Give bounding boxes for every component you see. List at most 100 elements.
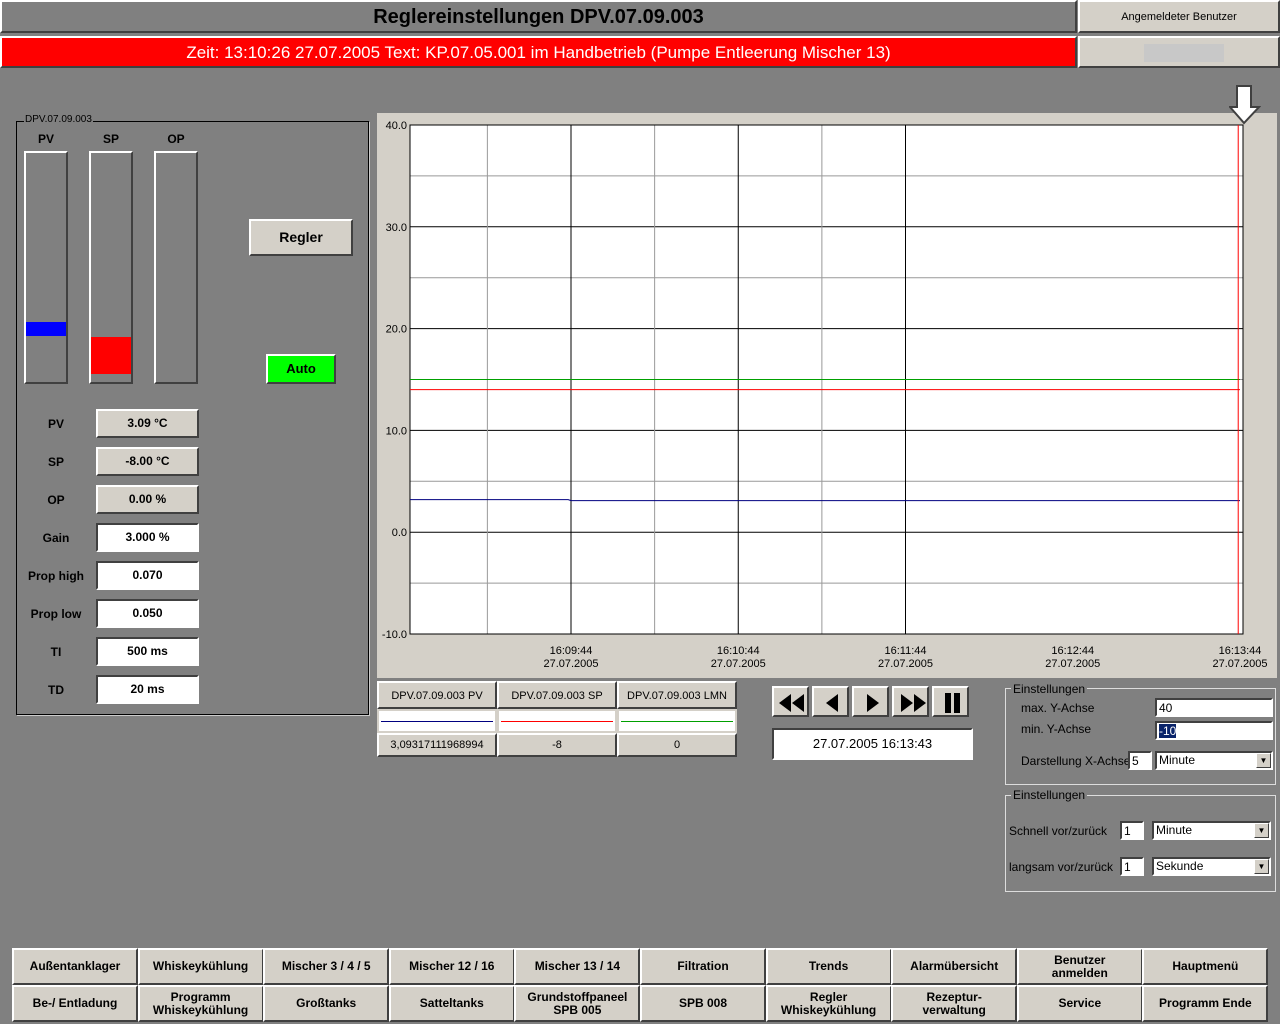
y-tick-label: 0.0: [392, 527, 407, 539]
legend-series-name: DPV.07.09.003 SP: [497, 681, 617, 709]
fast-step-input[interactable]: 1: [1120, 821, 1144, 840]
playback-datetime: 27.07.2005 16:13:43: [772, 728, 973, 760]
step-back-button[interactable]: [812, 686, 849, 717]
user-name-field: [1144, 44, 1224, 62]
regler-button[interactable]: Regler: [249, 219, 353, 256]
field-label-6: TI: [50, 645, 62, 659]
x-tick-date: 27.07.2005: [1212, 658, 1267, 670]
y-tick-label: -10.0: [382, 629, 407, 641]
legend-series-value: -8: [497, 733, 617, 757]
field-value-gain[interactable]: 3.000 %: [96, 523, 199, 552]
x-tick-time: 16:12:44: [1051, 645, 1094, 657]
nav-button-außentanklager[interactable]: Außentanklager: [12, 948, 138, 985]
step-back-icon: [826, 694, 838, 712]
nav-button-programm-whiskeykühlung[interactable]: Programm Whiskeykühlung: [137, 985, 264, 1022]
nav-button-spb-008[interactable]: SPB 008: [640, 985, 766, 1022]
trend-chart-svg: 40.030.020.010.00.0-10.016:09:4427.07.20…: [382, 120, 1268, 670]
fast-forward-button[interactable]: [892, 686, 929, 717]
nav-button-be-entladung[interactable]: Be-/ Entladung: [12, 985, 138, 1022]
field-label-5: Prop low: [30, 607, 82, 621]
settings-axis-group: [1005, 688, 1276, 785]
x-tick-time: 16:10:44: [717, 645, 760, 657]
x-axis-unit-value: Minute: [1159, 753, 1196, 767]
nav-button-trends[interactable]: Trends: [765, 948, 892, 985]
pause-icon: [945, 693, 960, 713]
x-axis-label: Darstellung X-Achse: [1021, 754, 1131, 768]
x-tick-date: 27.07.2005: [711, 658, 766, 670]
x-tick-date: 27.07.2005: [1045, 658, 1100, 670]
x-axis-unit-select[interactable]: Minute ▼: [1155, 751, 1273, 770]
min-y-label: min. Y-Achse: [1021, 722, 1092, 736]
sp-bar-label: SP: [102, 132, 119, 146]
field-value-td[interactable]: 20 ms: [96, 675, 199, 704]
legend-series-swatch: [497, 709, 617, 733]
slow-step-input[interactable]: 1: [1120, 857, 1144, 876]
field-value-prop-low[interactable]: 0.050: [96, 599, 199, 628]
field-label-2: OP: [47, 493, 65, 507]
fast-step-unit-select[interactable]: Minute ▼: [1152, 821, 1271, 840]
chevron-down-icon[interactable]: ▼: [1254, 859, 1269, 874]
nav-button-mischer-3-4-5[interactable]: Mischer 3 / 4 / 5: [263, 948, 390, 985]
trend-chart[interactable]: 40.0 30.0 20.0 10.0 0.0 -10.0 16:09:44 27.07.20…: [377, 113, 1277, 678]
field-label-0: PV: [47, 417, 64, 431]
field-value-ti[interactable]: 500 ms: [96, 637, 199, 666]
chevron-down-icon[interactable]: ▼: [1254, 823, 1269, 838]
fast-rewind-icon: [779, 694, 804, 712]
y-tick-label: 10.0: [386, 425, 407, 437]
nav-button-satteltanks[interactable]: Satteltanks: [388, 985, 515, 1022]
settings-axis-title: Einstellungen: [1011, 682, 1088, 696]
user-display: [1078, 36, 1280, 68]
slow-step-unit-select[interactable]: Sekunde ▼: [1152, 857, 1271, 876]
nav-button-benutzer-anmelden[interactable]: Benutzer anmelden: [1016, 948, 1143, 985]
op-bar-label: OP: [167, 132, 185, 146]
legend-series-name: DPV.07.09.003 LMN: [617, 681, 737, 709]
y-tick-label: 40.0: [386, 120, 407, 132]
auto-mode-button[interactable]: Auto: [266, 354, 336, 384]
nav-button-mischer-12-16[interactable]: Mischer 12 / 16: [388, 948, 515, 985]
max-y-label: max. Y-Achse: [1021, 701, 1095, 715]
nav-button-regler-whiskeykühlung[interactable]: Regler Whiskeykühlung: [765, 985, 892, 1022]
nav-button-mischer-13-14[interactable]: Mischer 13 / 14: [514, 948, 641, 985]
nav-button-hauptmenü[interactable]: Hauptmenü: [1142, 948, 1269, 985]
legend-series-value: 0: [617, 733, 737, 757]
settings-step-group: [1005, 795, 1276, 892]
nav-button-großtanks[interactable]: Großtanks: [263, 985, 390, 1022]
legend-series-value: 3,09317111968994: [377, 733, 497, 757]
nav-button-service[interactable]: Service: [1016, 985, 1143, 1022]
pv-bar-label: PV: [37, 132, 54, 146]
nav-button-filtration[interactable]: Filtration: [640, 948, 766, 985]
nav-button-programm-ende[interactable]: Programm Ende: [1142, 985, 1269, 1022]
x-tick-date: 27.07.2005: [543, 658, 598, 670]
fast-rewind-button[interactable]: [772, 686, 809, 717]
settings-step-title: Einstellungen: [1011, 788, 1088, 802]
nav-button-whiskeykühlung[interactable]: Whiskeykühlung: [137, 948, 264, 985]
legend-series-swatch: [377, 709, 497, 733]
fast-forward-icon: [901, 694, 926, 712]
min-y-selected-text: -10: [1159, 724, 1177, 738]
field-label-4: Prop high: [28, 569, 84, 583]
nav-button-grundstoffpaneel-spb-005[interactable]: Grundstoffpaneel SPB 005: [514, 985, 641, 1022]
chevron-down-icon[interactable]: ▼: [1256, 753, 1271, 768]
field-value-op: 0.00 %: [96, 485, 199, 514]
slow-step-label: langsam vor/zurück: [1009, 860, 1114, 874]
x-axis-input[interactable]: 5: [1128, 751, 1152, 770]
max-y-input[interactable]: 40: [1155, 698, 1273, 717]
nav-button-rezeptur-verwaltung[interactable]: Rezeptur- verwaltung: [891, 985, 1018, 1022]
controller-group-title: DPV.07.09.003: [24, 114, 93, 125]
field-value-pv: 3.09 °C: [96, 409, 199, 438]
sp-bar: [89, 151, 133, 384]
field-value-sp: -8.00 °C: [96, 447, 199, 476]
field-label-3: Gain: [42, 531, 70, 545]
pause-button[interactable]: [932, 686, 969, 717]
pv-bar: [24, 151, 68, 384]
play-button[interactable]: [852, 686, 889, 717]
pv-bar-fill: [26, 322, 66, 336]
min-y-input[interactable]: -10: [1155, 721, 1273, 740]
field-label-7: TD: [48, 683, 64, 697]
alarm-banner[interactable]: Zeit: 13:10:26 27.07.2005 Text: KP.07.05…: [0, 36, 1077, 68]
cursor-arrow-icon[interactable]: [1227, 85, 1262, 128]
nav-button-alarmübersicht[interactable]: Alarmübersicht: [891, 948, 1018, 985]
y-tick-label: 20.0: [386, 324, 407, 336]
field-value-prop-high[interactable]: 0.070: [96, 561, 199, 590]
y-tick-label: 30.0: [386, 222, 407, 234]
